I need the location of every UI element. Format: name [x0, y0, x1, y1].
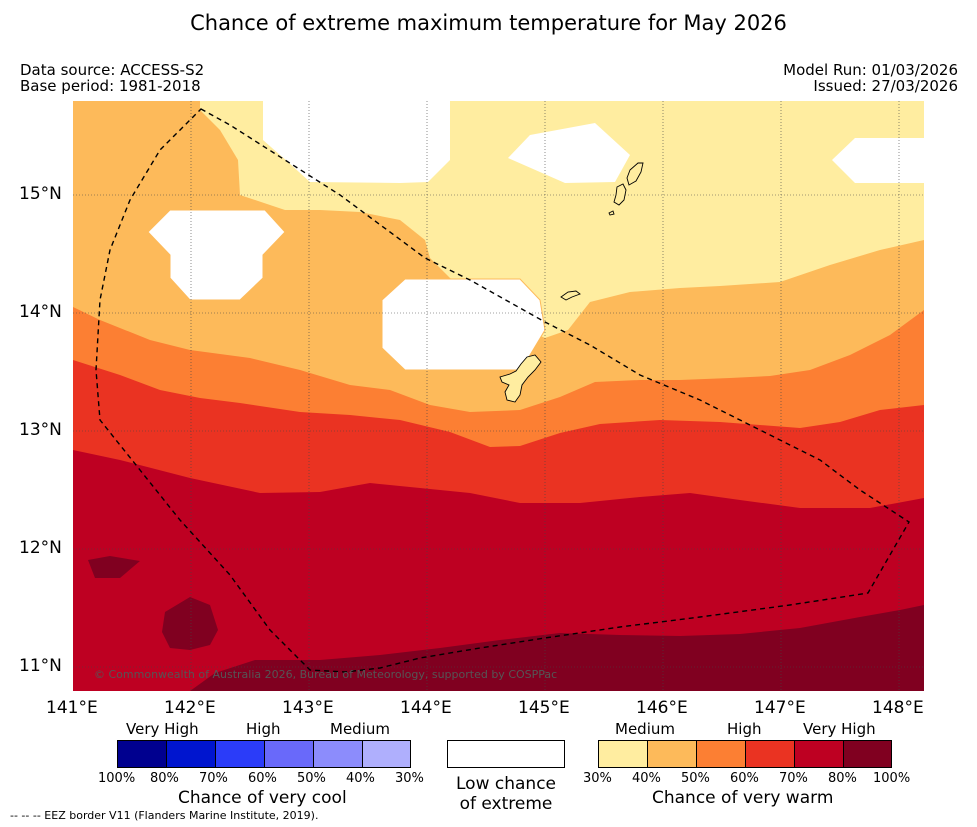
cool-swatch: [363, 741, 410, 767]
islands: [499, 162, 644, 403]
lon-label: 143°E: [282, 698, 334, 718]
low-chance-label-1: Low chance: [456, 774, 556, 794]
lat-label: 12°N: [19, 538, 62, 558]
cool-swatch: [118, 741, 167, 767]
lat-label: 15°N: [19, 184, 62, 204]
cool-tick: 40%: [346, 771, 375, 786]
low-chance-region: [508, 123, 630, 183]
chart-title: Chance of extreme maximum temperature fo…: [190, 11, 787, 35]
data-source: Data source: ACCESS-S2: [20, 61, 205, 79]
cool-swatch: [167, 741, 216, 767]
lon-label: 146°E: [636, 698, 688, 718]
cool-tick: 70%: [199, 771, 228, 786]
warm-tick: 100%: [873, 771, 911, 786]
warm-swatch: [648, 741, 697, 767]
warm-swatch: [844, 741, 891, 767]
island-guam: [499, 354, 542, 403]
issued-date: Issued: 27/03/2026: [813, 77, 958, 95]
low-chance-region: [147, 209, 286, 301]
warm-swatch: [795, 741, 844, 767]
base-period: Base period: 1981-2018: [20, 77, 201, 95]
eez-footnote: -- -- -- EEZ border V11 (Flanders Marine…: [10, 809, 319, 822]
cool-swatch: [216, 741, 265, 767]
island-saipan: [626, 162, 644, 186]
cool-tick: 100%: [98, 771, 136, 786]
cool-tick: 30%: [395, 771, 424, 786]
warm-swatch: [599, 741, 648, 767]
cool-cat-medium: Medium: [330, 720, 390, 738]
eez-border: [95, 108, 910, 673]
low-chance-swatch: [447, 740, 565, 768]
island-rota: [560, 290, 581, 301]
gridlines: [73, 101, 924, 691]
warm-swatch: [746, 741, 795, 767]
lat-label: 11°N: [19, 656, 62, 676]
lat-label: 13°N: [19, 420, 62, 440]
island-aguijan: [608, 210, 615, 216]
cool-colorbar: [117, 740, 411, 768]
low-chance-region: [381, 278, 546, 371]
cool-cat-very-high: Very High: [126, 720, 199, 738]
lon-label: 147°E: [754, 698, 806, 718]
lon-label: 148°E: [872, 698, 924, 718]
cool-swatch: [314, 741, 363, 767]
warm-cat-medium: Medium: [615, 720, 675, 738]
cool-swatch: [265, 741, 314, 767]
low-chance-label-2: of extreme: [459, 794, 553, 814]
warm-legend-title: Chance of very warm: [652, 788, 834, 808]
warm-swatch: [697, 741, 746, 767]
lon-label: 142°E: [164, 698, 216, 718]
warm-tick: 50%: [681, 771, 710, 786]
warm-tick: 40%: [632, 771, 661, 786]
warm-cat-very-high: Very High: [803, 720, 876, 738]
cool-tick: 60%: [248, 771, 277, 786]
low-chance-region: [832, 138, 924, 183]
low-chance-region: [263, 101, 450, 183]
lat-label: 14°N: [19, 302, 62, 322]
warm-tick: 80%: [828, 771, 857, 786]
warm-tick: 70%: [779, 771, 808, 786]
island-tinian: [613, 183, 627, 206]
warm-cat-high: High: [727, 720, 762, 738]
very-high-pocket: [162, 597, 218, 650]
cool-tick: 50%: [297, 771, 326, 786]
lon-label: 141°E: [46, 698, 98, 718]
warm-tick: 30%: [583, 771, 612, 786]
warm-colorbar: [598, 740, 892, 768]
cool-cat-high: High: [246, 720, 281, 738]
very-high-pocket: [88, 556, 140, 578]
copyright-notice: © Commonwealth of Australia 2026, Bureau…: [94, 668, 558, 681]
warm-tick: 60%: [730, 771, 759, 786]
model-run: Model Run: 01/03/2026: [783, 61, 958, 79]
lon-label: 145°E: [518, 698, 570, 718]
cool-legend-title: Chance of very cool: [178, 788, 347, 808]
lon-label: 144°E: [400, 698, 452, 718]
cool-tick: 80%: [150, 771, 179, 786]
